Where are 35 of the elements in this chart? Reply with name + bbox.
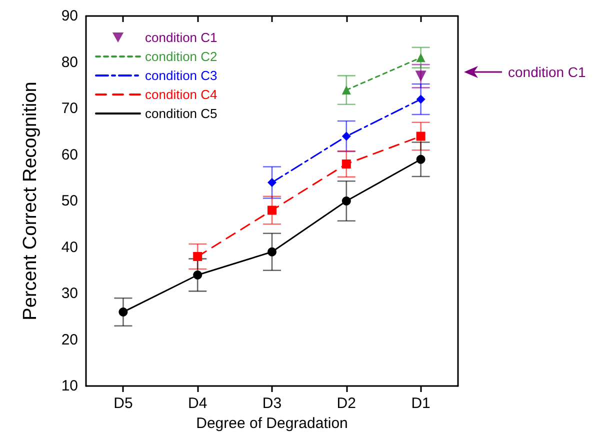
y-tick-label: 60: [61, 146, 78, 164]
point: [193, 252, 202, 261]
point: [416, 132, 426, 141]
x-tick-label: D5: [114, 395, 133, 412]
point: [268, 206, 276, 215]
point: [342, 196, 351, 206]
point: [342, 160, 351, 168]
y-tick-label: 30: [61, 285, 78, 302]
x-tick-label: D1: [411, 395, 430, 412]
y-tick-label: 90: [61, 8, 78, 24]
legend-label: condition C5: [145, 106, 218, 121]
point: [415, 70, 426, 82]
point: [118, 308, 128, 316]
x-tick-label: D2: [336, 395, 356, 412]
point: [416, 154, 426, 164]
text: condition C1: [508, 63, 586, 81]
legend-label: condition C2: [145, 49, 218, 64]
x-tick-label: D4: [188, 395, 208, 412]
point: [193, 270, 202, 280]
legend-label: condition C4: [145, 87, 218, 102]
point: [268, 247, 276, 256]
y-axis-title: Percent Correct Recognition: [20, 82, 41, 320]
x-axis-title: Degree of Degradation: [196, 415, 348, 432]
x-tick-label: D3: [262, 395, 282, 412]
point: [342, 132, 351, 141]
point: [268, 178, 276, 187]
y-tick-label: 50: [61, 192, 78, 210]
y-tick-label: 10: [61, 378, 78, 394]
y-tick-label: 20: [61, 331, 78, 348]
y-tick-label: 80: [61, 54, 78, 71]
y-tick-label: 70: [61, 100, 78, 117]
y-tick-label: 40: [61, 238, 78, 256]
legend-label: condition C1: [145, 30, 218, 45]
point: [416, 94, 426, 104]
legend-label: condition C3: [145, 68, 218, 83]
